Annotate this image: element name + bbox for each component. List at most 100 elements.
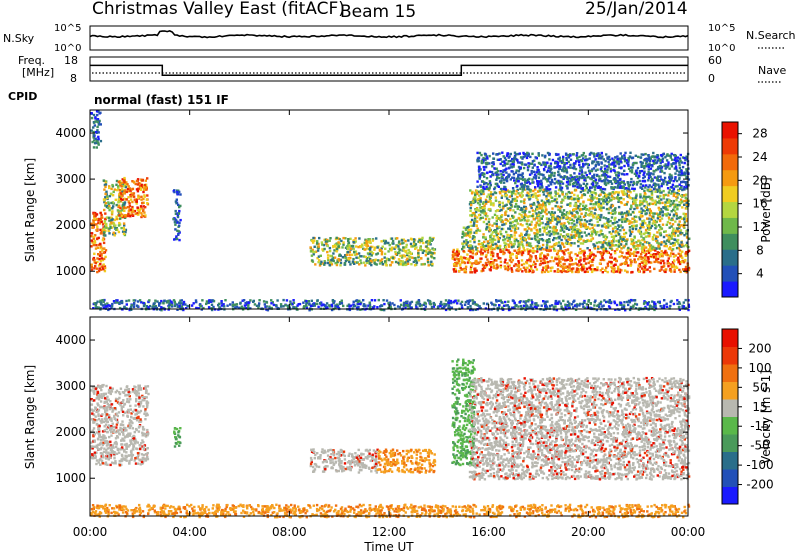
power-cell — [639, 156, 642, 159]
power-cell — [657, 215, 660, 218]
power-cell — [521, 251, 524, 254]
power-cell — [139, 186, 143, 190]
power-cell — [544, 210, 547, 214]
power-cell — [558, 237, 561, 240]
power-cell — [656, 156, 659, 159]
power-cell — [96, 120, 99, 124]
power-cell — [596, 230, 599, 234]
power-cell — [410, 263, 413, 266]
power-cell — [607, 155, 611, 159]
power-cell — [591, 183, 595, 186]
power-cell — [104, 204, 107, 207]
power-cell — [610, 198, 613, 202]
power-cell — [515, 153, 518, 156]
power-cell — [569, 154, 572, 157]
power-cell — [665, 180, 668, 184]
power-cell — [531, 160, 535, 163]
power-cell — [594, 208, 597, 211]
power-cell — [452, 263, 456, 266]
power-cell — [512, 189, 515, 192]
power-cell — [620, 218, 623, 221]
power-cell — [650, 164, 654, 167]
power-cell — [588, 198, 592, 202]
power-cell — [552, 238, 555, 242]
power-cell — [330, 259, 333, 262]
power-cell — [538, 162, 542, 165]
power-cell — [519, 200, 523, 203]
power-cell — [110, 187, 113, 191]
power-cell — [371, 252, 375, 255]
power-cell — [338, 238, 341, 241]
power-cell — [322, 243, 326, 247]
power-cell — [326, 238, 329, 242]
power-cell — [658, 215, 662, 218]
power-cell — [605, 266, 608, 269]
power-cell — [495, 234, 498, 237]
power-cell — [406, 300, 409, 303]
power-cell — [140, 183, 143, 187]
power-cell — [523, 212, 526, 215]
power-cell — [509, 256, 513, 260]
power-cell — [574, 202, 578, 206]
power-cell — [110, 216, 113, 219]
power-cell — [594, 191, 597, 195]
power-cell — [552, 259, 555, 263]
power-cell — [494, 196, 497, 199]
power-cell — [681, 194, 684, 197]
power-cell — [617, 157, 620, 161]
power-cell — [376, 259, 380, 262]
power-cell — [501, 201, 504, 205]
power-cell — [541, 186, 544, 189]
power-cell — [665, 223, 668, 226]
power-cell — [97, 143, 100, 146]
power-cell — [523, 210, 526, 214]
power-cell — [383, 256, 386, 259]
power-cell — [476, 250, 479, 253]
power-cell — [567, 212, 570, 215]
power-cell — [493, 213, 497, 216]
power-cell — [543, 230, 546, 233]
power-cell — [328, 246, 332, 250]
power-cell — [530, 228, 533, 231]
power-cell — [504, 158, 508, 162]
power-cell — [507, 267, 510, 270]
power-cell — [656, 251, 659, 254]
power-cell — [664, 163, 667, 166]
power-cell — [312, 250, 315, 254]
power-cell — [536, 236, 539, 239]
power-cell — [661, 211, 664, 214]
power-cell — [570, 191, 574, 194]
power-cell — [516, 207, 519, 211]
power-cell — [644, 260, 647, 264]
power-cell — [620, 262, 623, 266]
power-cell — [575, 221, 579, 224]
power-cell — [359, 255, 362, 258]
power-cell — [505, 167, 508, 170]
power-cell — [655, 258, 658, 261]
power-cell — [579, 251, 583, 255]
power-cell — [100, 257, 103, 260]
power-cell — [486, 195, 489, 198]
power-cell — [520, 233, 523, 237]
power-cell — [582, 182, 585, 185]
power-cell — [461, 247, 464, 251]
power-cell — [617, 205, 621, 209]
power-cell — [588, 214, 591, 217]
power-cell — [474, 245, 477, 249]
power-cell — [429, 251, 433, 254]
power-cell — [417, 256, 420, 259]
power-cell — [339, 264, 342, 267]
power-cell — [485, 263, 488, 267]
power-cell — [637, 174, 641, 177]
power-cell — [485, 182, 488, 185]
power-cell — [376, 252, 380, 255]
power-cell — [687, 266, 690, 270]
power-cell — [530, 206, 533, 210]
power-cell — [672, 187, 676, 191]
power-cell — [652, 215, 655, 218]
power-cell — [561, 224, 564, 228]
power-cell — [474, 189, 478, 192]
power-cell — [536, 182, 540, 186]
power-cell — [580, 176, 584, 180]
power-cell — [650, 180, 653, 183]
